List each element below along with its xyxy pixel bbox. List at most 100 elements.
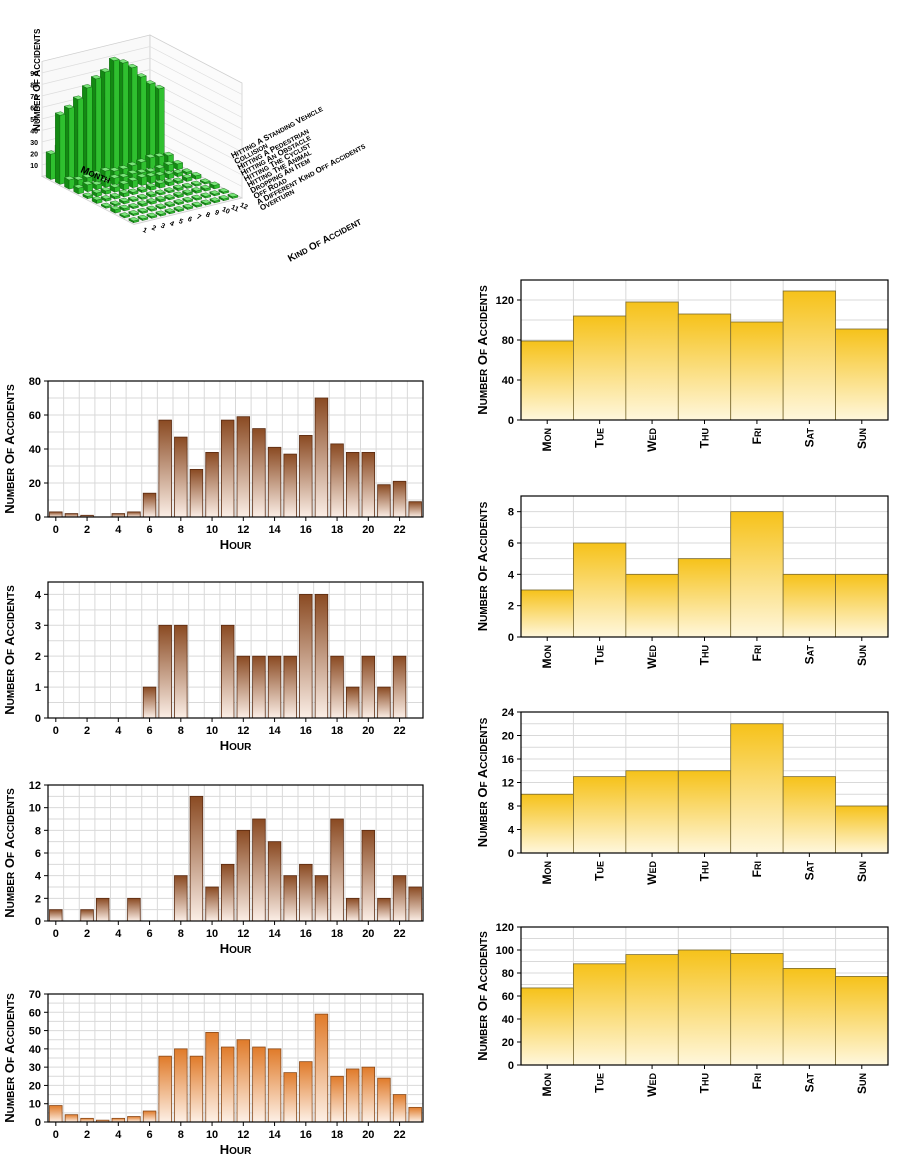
bar3d-top (154, 195, 167, 201)
bar3d-top (163, 178, 175, 183)
bar3d-top (209, 197, 221, 202)
bar3d-top (154, 189, 166, 194)
y-tick-label: 4 (35, 589, 42, 601)
x-tick-label: WED (645, 1073, 659, 1097)
bar3d-top (162, 151, 175, 156)
x-tick-label: 20 (362, 1129, 374, 1141)
z-tick-label: 30 (30, 140, 38, 147)
bar3d-top (155, 203, 167, 208)
x-tick-label: TUE (593, 428, 607, 448)
bar (220, 419, 235, 518)
y-axis-label: NUMBER OF ACCIDENTS (2, 585, 17, 715)
bar3d-top (172, 184, 184, 189)
bar3d-top (118, 197, 130, 202)
bar (220, 1046, 235, 1123)
bar3d-top (63, 104, 75, 109)
x-tick-label: 8 (178, 1129, 184, 1141)
bar (236, 416, 251, 518)
bar3d-front (59, 113, 66, 185)
bar3d-top (91, 189, 103, 194)
x-tick-label: 22 (393, 725, 405, 737)
bar3d-top (81, 84, 93, 89)
bar (345, 451, 360, 518)
bar (408, 1106, 422, 1123)
z-tick-label: 70 (30, 94, 38, 101)
bar3d-top (136, 168, 148, 174)
bar (782, 573, 836, 638)
bar3d-top (145, 191, 157, 196)
bar3d-top (146, 205, 158, 210)
bar (730, 321, 784, 421)
bar3d-top (181, 168, 193, 173)
x-tick-label: 0 (53, 928, 59, 940)
bar (220, 624, 235, 719)
bar3d-top (118, 204, 131, 209)
x-tick-label: 12 (237, 524, 249, 536)
bar3d-top (200, 192, 212, 197)
bar3d-top (127, 176, 139, 182)
x-tick-label: 2 (84, 1129, 90, 1141)
y-tick-label: 20 (29, 478, 41, 490)
x-tick-label: SAT (802, 861, 816, 881)
x-tick-label: 16 (300, 928, 312, 940)
bar3d-top (137, 214, 149, 220)
bar3d-top (144, 80, 156, 85)
bar (49, 1105, 63, 1123)
y-tick-label: 0 (35, 1117, 41, 1129)
bar3d-top (136, 200, 149, 205)
y-axis-label: NUMBER OF ACCIDENTS (475, 717, 490, 847)
bar3d-top (163, 187, 175, 192)
bar (677, 770, 732, 854)
bar3d-top (182, 196, 194, 202)
x-tick-label: 14 (268, 1129, 281, 1141)
bar3d-top (154, 171, 166, 176)
bar (314, 1013, 329, 1123)
y-tick-label: 40 (29, 1044, 41, 1056)
bar (220, 863, 235, 922)
x-tick-label: 2 (84, 725, 90, 737)
bar (80, 909, 94, 922)
bar (158, 419, 172, 518)
plot-frame (47, 581, 424, 719)
y-tick-label: 70 (29, 989, 41, 1001)
bar (377, 1077, 391, 1123)
bar (252, 428, 266, 518)
bar3d-top (181, 189, 194, 194)
x-tick-label: FRI (750, 1073, 764, 1089)
bar3d-top (135, 73, 147, 78)
bar3d-top (163, 161, 175, 166)
bar (677, 949, 732, 1066)
x-tick-label: 14 (268, 725, 281, 737)
x-axis-label: HOUR (220, 537, 252, 552)
bar (520, 589, 574, 638)
bar3d-front (141, 175, 148, 186)
x-axis-label: HOUR (220, 1142, 252, 1157)
bar3d-top (218, 188, 230, 193)
bar (361, 655, 376, 719)
bar (252, 1046, 266, 1123)
x-tick-label: FRI (750, 645, 764, 661)
x-tick-label: THU (698, 428, 712, 448)
bar3d-top (144, 153, 157, 159)
month-tick-label: 3 (159, 222, 166, 230)
h4-chart: 0 10 20 30 40 50 60 70 0 2 4 6 8 10 12 14 16 18 20 22 HOUR NU… (2, 989, 424, 1157)
bar (174, 875, 188, 922)
y-tick-label: 20 (502, 731, 514, 743)
y-axis-label: NUMBER OF ACCIDENTS (475, 931, 490, 1061)
x-tick-label: 18 (331, 725, 343, 737)
bar (127, 1116, 141, 1123)
bar (330, 818, 344, 922)
y-tick-label: 60 (29, 410, 41, 422)
bar3d-top (128, 210, 140, 215)
x-tick-label: 8 (178, 928, 184, 940)
y-tick-label: 30 (29, 1062, 41, 1074)
bar (377, 897, 391, 922)
x-tick-label: MON (540, 645, 554, 669)
bar3d-top (145, 182, 157, 188)
month-tick-label: 1 (141, 227, 148, 235)
y-tick-label: 8 (508, 801, 514, 813)
bar3d-top (173, 199, 185, 204)
